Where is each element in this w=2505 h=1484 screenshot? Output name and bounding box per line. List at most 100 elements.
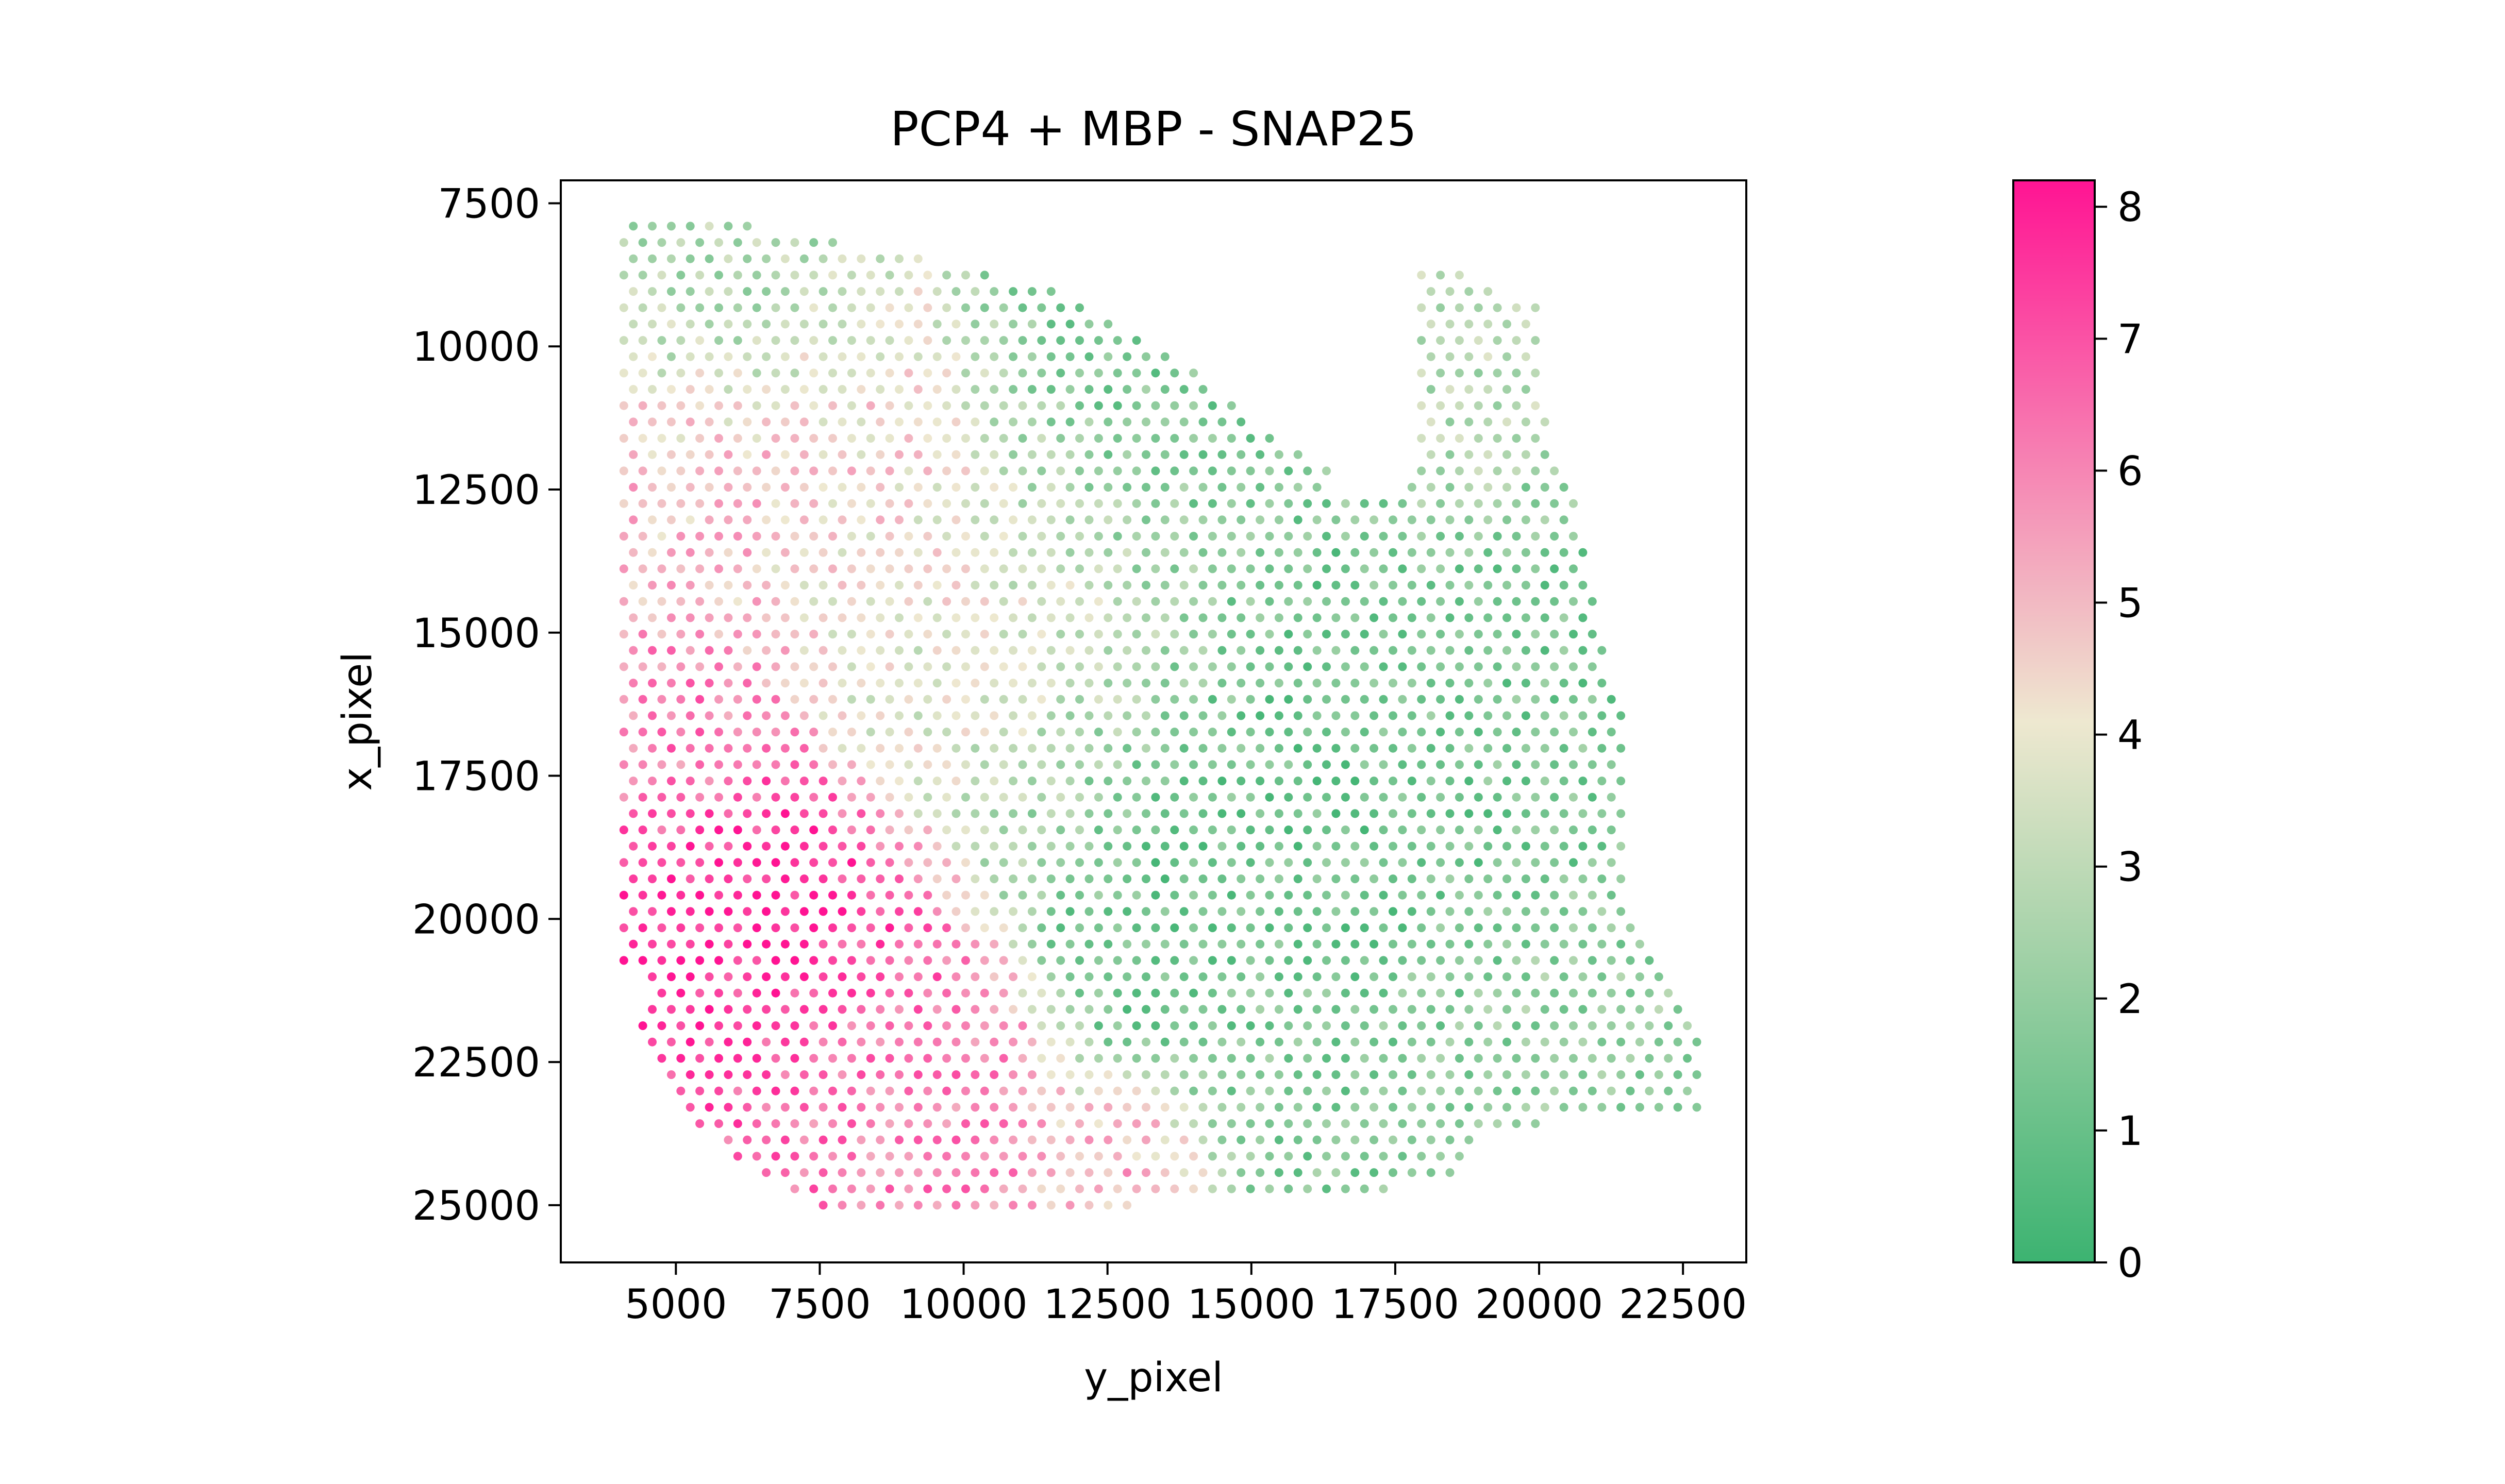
data-point xyxy=(752,401,761,410)
data-point xyxy=(638,303,647,312)
data-point xyxy=(1683,1086,1692,1095)
data-point xyxy=(1540,939,1549,949)
data-point xyxy=(923,956,932,965)
data-point xyxy=(876,1168,885,1177)
data-point xyxy=(904,1086,913,1095)
data-point xyxy=(1502,972,1511,982)
data-point xyxy=(1426,613,1435,622)
data-point xyxy=(1009,581,1018,590)
data-point xyxy=(705,483,714,492)
data-point xyxy=(1132,890,1141,900)
data-point xyxy=(1094,1184,1103,1193)
data-point xyxy=(1493,1054,1502,1063)
data-point xyxy=(1341,1054,1350,1063)
data-point xyxy=(1483,939,1493,949)
data-point xyxy=(1531,466,1540,476)
data-point xyxy=(866,368,875,378)
data-point xyxy=(1009,319,1018,329)
data-point xyxy=(1274,939,1283,949)
data-point xyxy=(1037,564,1046,574)
data-point xyxy=(1274,1005,1283,1014)
data-point xyxy=(828,923,837,933)
data-point xyxy=(1237,613,1246,622)
data-point xyxy=(1018,1054,1027,1063)
data-point xyxy=(838,1168,847,1177)
data-point xyxy=(1284,825,1293,835)
data-point xyxy=(1455,1021,1464,1031)
data-point xyxy=(1018,662,1027,671)
data-point xyxy=(923,466,932,476)
data-point xyxy=(1464,711,1474,720)
data-point xyxy=(629,711,638,720)
data-point xyxy=(980,401,989,410)
data-point xyxy=(780,1005,790,1014)
data-point xyxy=(1208,890,1217,900)
data-point xyxy=(1217,646,1227,655)
data-point xyxy=(1075,336,1084,345)
data-point xyxy=(629,679,638,688)
data-point xyxy=(1246,466,1255,476)
data-point xyxy=(619,956,628,965)
data-point xyxy=(752,532,761,541)
data-point xyxy=(780,483,790,492)
data-point xyxy=(1512,434,1521,443)
data-point xyxy=(1436,890,1445,900)
data-point xyxy=(1398,923,1407,933)
data-point xyxy=(819,1201,828,1210)
data-point xyxy=(714,695,723,704)
data-point xyxy=(1151,1086,1160,1095)
data-point xyxy=(1142,907,1150,916)
data-point xyxy=(705,679,714,688)
data-point xyxy=(1132,1086,1141,1095)
data-point xyxy=(1322,988,1331,998)
data-point xyxy=(1046,711,1056,720)
data-point xyxy=(951,679,961,688)
data-point xyxy=(799,581,809,590)
data-point xyxy=(1265,1119,1274,1128)
data-point xyxy=(1616,841,1626,851)
data-point xyxy=(1550,760,1559,769)
data-point xyxy=(1227,1054,1236,1063)
data-point xyxy=(1550,499,1559,508)
data-point xyxy=(828,466,837,476)
data-point xyxy=(1493,499,1502,508)
data-point xyxy=(676,1054,686,1063)
data-point xyxy=(999,1054,1008,1063)
data-point xyxy=(932,1201,942,1210)
data-point xyxy=(1569,825,1578,835)
data-point xyxy=(1208,597,1217,606)
data-point xyxy=(780,907,790,916)
data-point xyxy=(1198,450,1208,459)
data-point xyxy=(971,1005,980,1014)
data-point xyxy=(1445,1168,1455,1177)
data-point xyxy=(961,336,970,345)
data-point xyxy=(762,939,771,949)
data-point xyxy=(1436,662,1445,671)
data-point xyxy=(1274,841,1283,851)
data-point xyxy=(1417,466,1426,476)
data-point xyxy=(1483,679,1493,688)
data-point xyxy=(1389,841,1397,851)
data-point xyxy=(1512,564,1521,574)
data-point xyxy=(1417,434,1426,443)
data-point xyxy=(932,972,942,982)
data-point xyxy=(1018,1184,1027,1193)
data-point xyxy=(1616,1070,1626,1080)
data-point xyxy=(695,368,705,378)
data-point xyxy=(980,532,989,541)
data-point xyxy=(1037,1086,1046,1095)
data-point xyxy=(1502,907,1511,916)
data-point xyxy=(828,271,837,280)
data-point xyxy=(1645,1086,1654,1095)
data-point xyxy=(743,1103,752,1112)
data-point xyxy=(1208,728,1217,737)
data-point xyxy=(1426,711,1435,720)
data-point xyxy=(1389,1135,1397,1144)
data-point xyxy=(885,597,894,606)
data-point xyxy=(1379,1119,1388,1128)
data-point xyxy=(657,336,666,345)
data-point xyxy=(657,238,666,247)
data-point xyxy=(1417,662,1426,671)
data-point xyxy=(942,662,951,671)
data-point xyxy=(1322,792,1331,802)
